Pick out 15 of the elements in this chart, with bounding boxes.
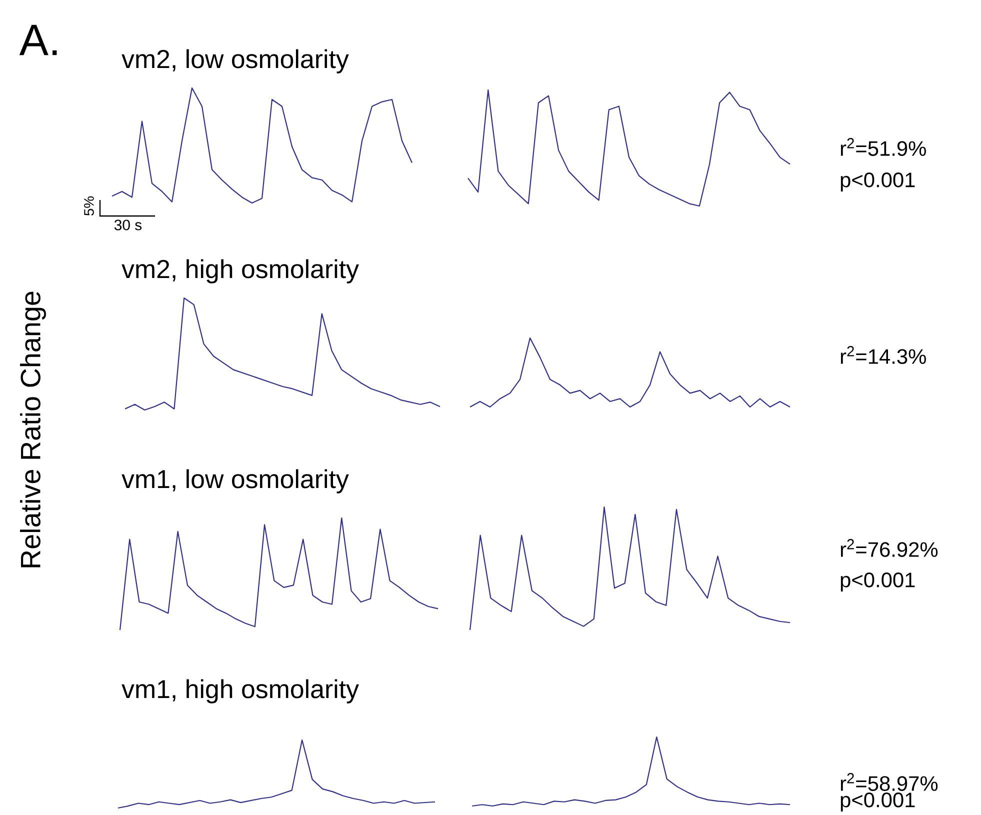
text: r$^{2}$=51.9% [840,138,926,156]
text: p<0.001 [840,572,915,592]
text: r$^{2}$=14.3% [840,346,926,364]
text: A. [19,25,57,56]
chart-title: vm2, high osmolarity [122,259,359,284]
text: 5% [84,196,94,216]
text: p<0.001 [840,172,915,192]
text: 30 s [114,220,142,230]
chart-title: vm1, low osmolarity [122,469,349,494]
chart-title: vm1, high osmolarity [122,679,359,704]
chart-title: vm2, low osmolarity [122,49,349,74]
text: p<0.001 [840,792,915,812]
y-axis-title: Relative Ratio Change [20,292,46,568]
text: r$^{2}$=58.97% [840,773,938,792]
text: r$^{2}$=76.92% [840,539,938,558]
